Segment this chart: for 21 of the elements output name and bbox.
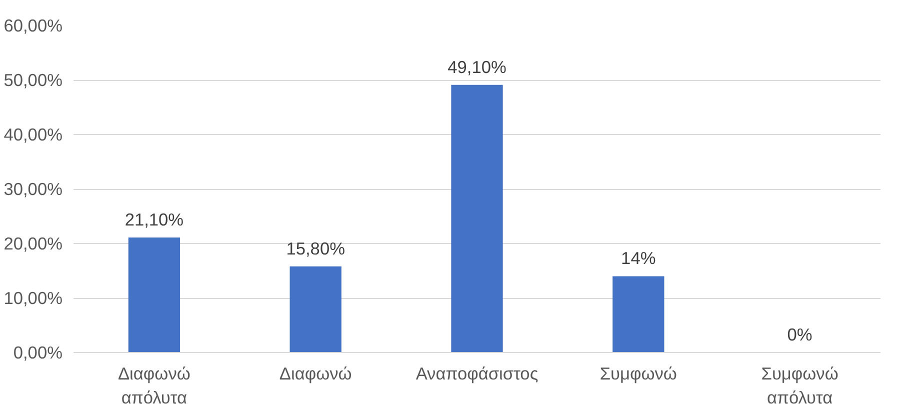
x-tick-label: Διαφωνώ <box>279 364 352 384</box>
data-label: 14% <box>621 248 656 268</box>
x-tick-label: Διαφωνώ απόλυτα <box>118 364 190 408</box>
x-tick-label: Αναποφάσιστος <box>416 364 538 384</box>
data-label: 0% <box>787 324 812 344</box>
y-tick-label: 20,00% <box>4 234 63 254</box>
x-tick-label: Συμφωνώ απόλυτα <box>761 364 838 408</box>
y-tick-label: 50,00% <box>4 70 63 90</box>
y-tick-label: 10,00% <box>4 288 63 308</box>
data-label: 15,80% <box>286 238 345 258</box>
y-tick-label: 40,00% <box>4 124 63 144</box>
y-tick-label: 60,00% <box>4 16 63 36</box>
bar <box>290 266 342 352</box>
y-tick-label: 30,00% <box>4 179 63 199</box>
bar <box>128 238 180 352</box>
x-tick-label: Συμφωνώ <box>600 364 677 384</box>
y-tick-label: 0,00% <box>13 342 63 362</box>
bar <box>612 276 664 352</box>
bar <box>451 84 503 352</box>
data-label: 21,10% <box>124 210 184 230</box>
data-label: 49,10% <box>448 56 506 77</box>
